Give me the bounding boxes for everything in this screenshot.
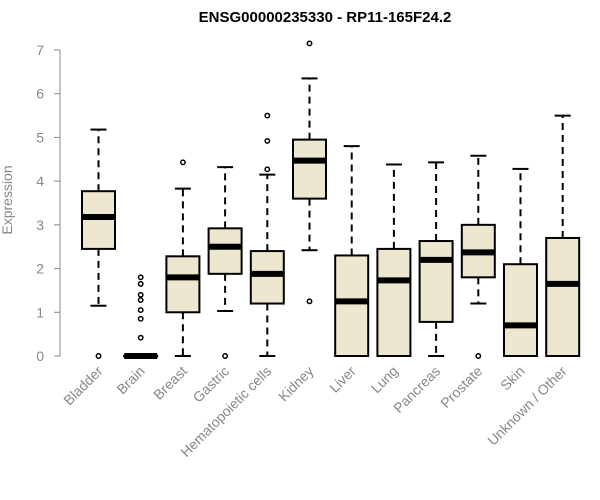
x-tick-label: Skin xyxy=(497,363,528,394)
box xyxy=(249,250,285,305)
x-tick-label: Bladder xyxy=(60,363,106,409)
box-group xyxy=(376,163,412,357)
outlier-point xyxy=(475,353,482,359)
box-group xyxy=(249,112,285,357)
y-tick-label: 4 xyxy=(36,173,44,189)
outlier-point xyxy=(306,298,313,305)
y-tick-label: 3 xyxy=(36,217,44,233)
box-plots xyxy=(81,40,581,359)
box-group xyxy=(81,128,116,359)
box-group xyxy=(207,166,243,359)
outlier-point xyxy=(137,297,144,303)
outlier-point xyxy=(137,307,144,314)
box-group xyxy=(503,167,538,358)
outlier-point xyxy=(95,353,102,359)
y-axis-label: Expression xyxy=(0,165,15,234)
x-tick-label: Brain xyxy=(113,363,147,397)
x-tick-label: Pancreas xyxy=(390,363,443,416)
box-group xyxy=(418,161,454,357)
x-tick-label: Unknown / Other xyxy=(484,363,570,449)
y-tick-label: 2 xyxy=(36,261,44,277)
outlier-point xyxy=(264,166,271,173)
x-tick-label: Breast xyxy=(150,363,190,403)
x-tick-label: Kidney xyxy=(275,363,317,405)
outlier-point xyxy=(264,112,271,119)
outlier-point xyxy=(137,291,144,298)
box-group xyxy=(334,145,370,357)
y-axis: 0 1 2 3 4 5 6 7 xyxy=(36,42,61,364)
box xyxy=(376,247,412,357)
box-group xyxy=(460,154,496,359)
y-tick-label: 1 xyxy=(36,304,44,320)
outlier-point xyxy=(264,137,271,144)
box-group xyxy=(165,159,201,357)
box-group xyxy=(123,274,159,359)
outlier-point xyxy=(179,159,186,166)
outlier-point xyxy=(306,40,313,47)
box xyxy=(81,190,116,250)
y-tick-label: 6 xyxy=(36,86,44,102)
y-tick-label: 7 xyxy=(36,42,44,58)
y-tick-label: 5 xyxy=(36,129,44,145)
box-group xyxy=(292,40,327,305)
x-tick-label: Lung xyxy=(368,363,401,396)
box xyxy=(334,254,370,357)
chart-title: ENSG00000235330 - RP11-165F24.2 xyxy=(199,9,452,26)
outlier-point xyxy=(137,274,144,281)
outlier-point xyxy=(137,334,144,341)
x-tick-label: Prostate xyxy=(437,363,485,411)
box xyxy=(165,255,201,314)
box xyxy=(418,240,454,323)
x-tick-label: Liver xyxy=(326,363,359,396)
y-tick-label: 0 xyxy=(36,348,44,364)
box xyxy=(207,227,243,275)
box xyxy=(503,263,538,358)
box-group xyxy=(545,114,581,358)
box xyxy=(545,236,581,358)
box xyxy=(292,138,327,200)
outlier-point xyxy=(137,315,144,322)
outlier-point xyxy=(222,353,229,359)
outlier-point xyxy=(137,280,144,287)
